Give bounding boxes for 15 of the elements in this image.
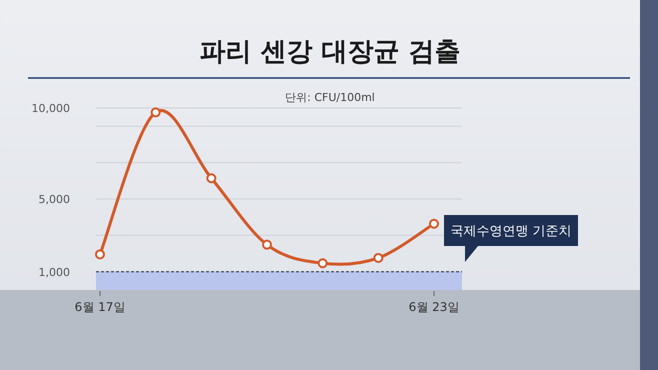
ref-line-label: 국제수영연맹 기준치 xyxy=(450,224,572,239)
point xyxy=(373,252,384,263)
point xyxy=(150,107,161,118)
point xyxy=(429,218,439,229)
point xyxy=(318,258,328,268)
point xyxy=(206,173,216,184)
y-tick-label: 5,000 xyxy=(38,193,70,206)
x-tick-label: 6월 17일 xyxy=(74,300,126,314)
point xyxy=(95,249,105,260)
y-tick-label: 10,000 xyxy=(32,102,70,115)
chart-title: 파리 센강 대장균 검출 xyxy=(199,37,461,67)
y-tick-label: 1,000 xyxy=(38,266,70,279)
point xyxy=(262,240,272,250)
x-tick-label: 6월 23일 xyxy=(408,300,460,314)
chart-subtitle: 단위: CFU/100ml xyxy=(285,91,375,104)
